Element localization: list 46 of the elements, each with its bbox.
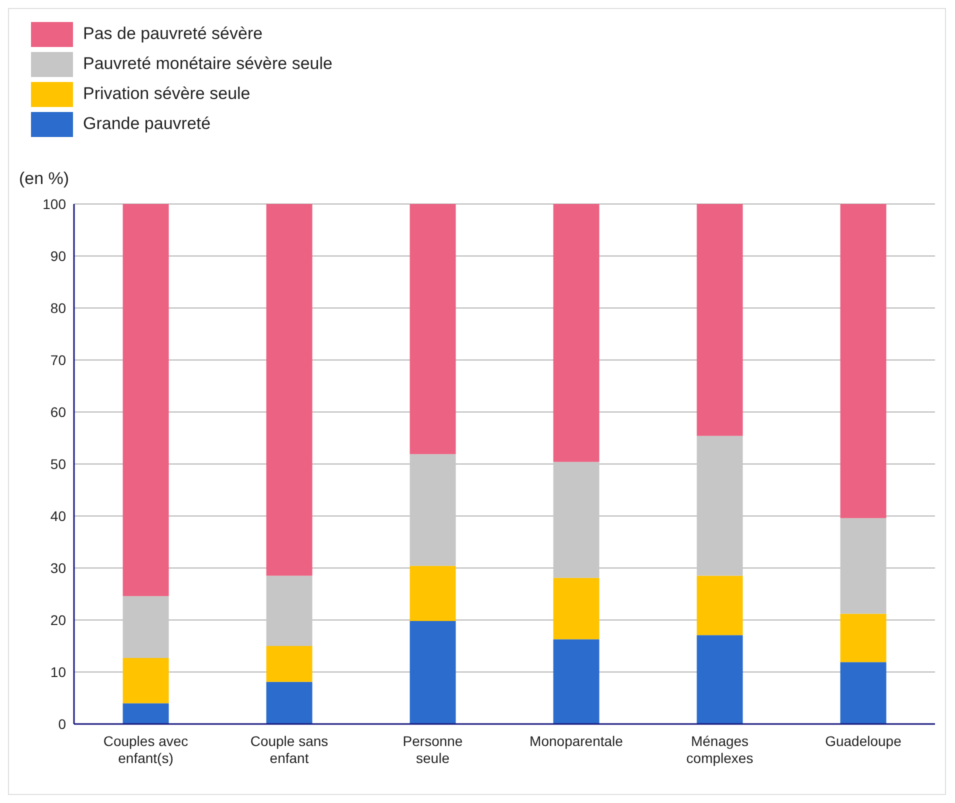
bar bbox=[266, 646, 312, 682]
y-tick-label: 0 bbox=[58, 716, 66, 732]
bar bbox=[840, 614, 886, 662]
y-tick-label: 40 bbox=[50, 508, 66, 524]
bar bbox=[122, 658, 169, 704]
y-tick-label: 100 bbox=[42, 196, 66, 212]
bar bbox=[122, 204, 169, 596]
y-tick-label: 70 bbox=[50, 352, 66, 368]
x-tick-label: Couples avec enfant(s) bbox=[103, 733, 188, 766]
bar bbox=[266, 682, 312, 724]
bar bbox=[410, 454, 456, 566]
y-tick-label: 20 bbox=[50, 612, 66, 628]
legend-label: Privation sévère seule bbox=[83, 84, 250, 104]
x-tick-label: Ménages complexes bbox=[686, 733, 754, 766]
bar bbox=[410, 566, 456, 622]
bar bbox=[696, 436, 743, 576]
y-tick-label: 90 bbox=[50, 248, 66, 264]
y-tick-label: 80 bbox=[50, 300, 66, 316]
x-tick-label: Couple sans enfant bbox=[250, 733, 328, 766]
y-tick-label: 30 bbox=[50, 560, 66, 576]
bar bbox=[266, 204, 312, 576]
bar bbox=[122, 703, 169, 724]
bar bbox=[696, 635, 743, 724]
bar bbox=[840, 518, 886, 614]
y-axis-title: (en %) bbox=[19, 169, 70, 189]
bar bbox=[840, 204, 886, 518]
bar bbox=[410, 204, 456, 454]
bar bbox=[122, 596, 169, 658]
x-tick-label: Monoparentale bbox=[530, 733, 624, 749]
bar bbox=[696, 576, 743, 636]
y-tick-label: 10 bbox=[50, 664, 66, 680]
legend-label: Pauvreté monétaire sévère seule bbox=[83, 54, 332, 74]
x-tick-label: Guadeloupe bbox=[825, 733, 902, 749]
y-tick-label: 60 bbox=[50, 404, 66, 420]
legend-label: Grande pauvreté bbox=[83, 114, 211, 134]
legend-label: Pas de pauvreté sévère bbox=[83, 24, 263, 44]
bar bbox=[410, 621, 456, 724]
bar bbox=[266, 576, 312, 646]
y-tick-label: 50 bbox=[50, 456, 66, 472]
bar bbox=[553, 578, 600, 640]
bar bbox=[553, 639, 600, 724]
bar bbox=[553, 462, 600, 578]
bar bbox=[696, 204, 743, 436]
bar bbox=[553, 204, 600, 462]
x-tick-label: Personne seule bbox=[402, 733, 463, 766]
bar bbox=[840, 662, 886, 724]
